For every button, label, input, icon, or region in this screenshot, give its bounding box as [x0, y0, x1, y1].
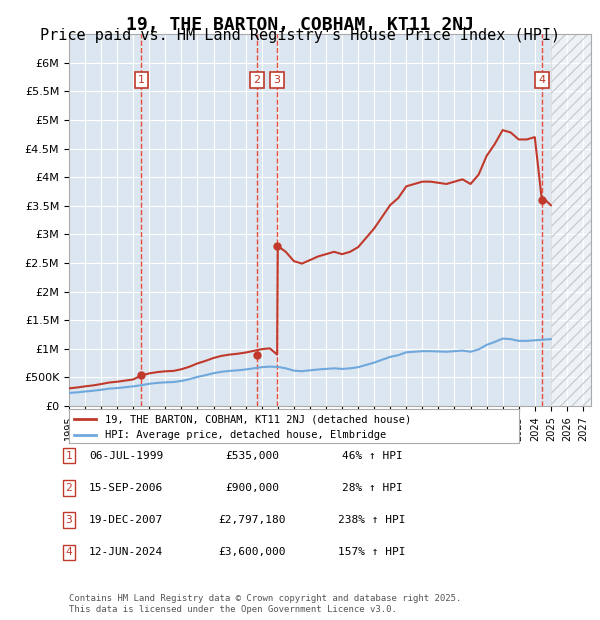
Text: Contains HM Land Registry data © Crown copyright and database right 2025.
This d: Contains HM Land Registry data © Crown c… [69, 595, 461, 614]
Text: 2: 2 [254, 75, 260, 85]
Text: 12-JUN-2024: 12-JUN-2024 [89, 547, 163, 557]
Text: £535,000: £535,000 [225, 451, 279, 461]
Text: 3: 3 [65, 515, 73, 525]
Text: 4: 4 [538, 75, 545, 85]
Text: Price paid vs. HM Land Registry's House Price Index (HPI): Price paid vs. HM Land Registry's House … [40, 28, 560, 43]
Text: £2,797,180: £2,797,180 [218, 515, 286, 525]
Text: 19, THE BARTON, COBHAM, KT11 2NJ: 19, THE BARTON, COBHAM, KT11 2NJ [126, 16, 474, 33]
Text: 46% ↑ HPI: 46% ↑ HPI [341, 451, 403, 461]
Text: HPI: Average price, detached house, Elmbridge: HPI: Average price, detached house, Elmb… [105, 430, 386, 440]
Text: 1: 1 [65, 451, 73, 461]
Text: 19, THE BARTON, COBHAM, KT11 2NJ (detached house): 19, THE BARTON, COBHAM, KT11 2NJ (detach… [105, 414, 411, 425]
Text: 238% ↑ HPI: 238% ↑ HPI [338, 515, 406, 525]
Text: 19-DEC-2007: 19-DEC-2007 [89, 515, 163, 525]
Text: 15-SEP-2006: 15-SEP-2006 [89, 483, 163, 493]
Text: £3,600,000: £3,600,000 [218, 547, 286, 557]
Text: 4: 4 [65, 547, 73, 557]
Text: 3: 3 [274, 75, 281, 85]
Text: 157% ↑ HPI: 157% ↑ HPI [338, 547, 406, 557]
Text: 2: 2 [65, 483, 73, 493]
Bar [551, 34, 591, 406]
Text: 28% ↑ HPI: 28% ↑ HPI [341, 483, 403, 493]
Text: 1: 1 [138, 75, 145, 85]
Text: 06-JUL-1999: 06-JUL-1999 [89, 451, 163, 461]
Text: £900,000: £900,000 [225, 483, 279, 493]
